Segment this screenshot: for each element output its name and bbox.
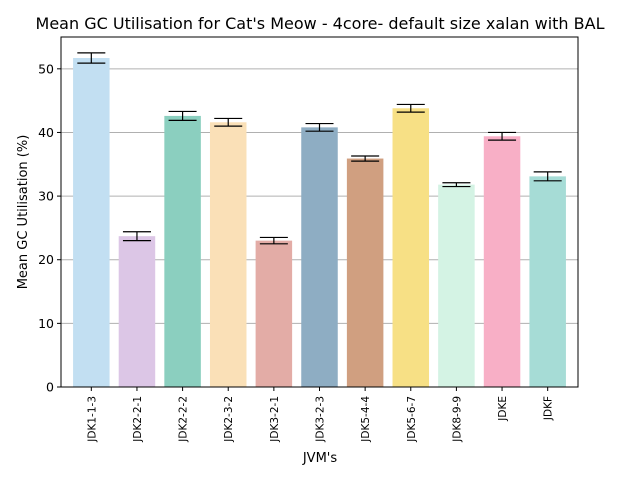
x-tick-label: JDKE [497, 396, 509, 422]
y-axis-ticks: 0 10 20 30 40 50 [38, 61, 61, 395]
x-axis-label: JVM's [302, 451, 338, 466]
bars [73, 58, 566, 387]
x-tick-label: JDK2-3-2 [223, 396, 235, 443]
bar [529, 176, 566, 387]
bar [438, 184, 475, 387]
x-tick-label: JDK5-4-4 [360, 396, 372, 443]
y-tick-label: 30 [38, 189, 54, 204]
x-tick-label: JDK2-2-2 [178, 396, 190, 443]
x-tick-label: JDK1-1-3 [86, 396, 98, 443]
y-tick-label: 20 [38, 252, 54, 267]
x-tick-label: JDK8-9-9 [451, 396, 463, 443]
bar [392, 108, 430, 387]
y-tick-label: 50 [38, 61, 54, 76]
y-tick-label: 0 [46, 380, 54, 395]
x-tick-label: JDK5-6-7 [406, 396, 418, 443]
x-axis-ticks: JDK1-1-3 JDK2-2-1 JDK2-2-2 JDK2-3-2 JDK3-2-1… [86, 387, 555, 443]
y-tick-label: 40 [38, 125, 54, 140]
y-axis-label: Mean GC Utilisation (%) [16, 135, 31, 290]
bar [255, 240, 293, 387]
x-tick-label: JDKF [543, 396, 555, 421]
x-tick-label: JDK3-2-3 [315, 396, 327, 443]
bar [164, 115, 201, 387]
bar [301, 127, 338, 387]
chart-title: Mean GC Utilisation for Cat's Meow - 4co… [36, 14, 605, 33]
x-tick-label: JDK3-2-1 [269, 396, 281, 443]
bar [346, 158, 384, 387]
bar [118, 236, 156, 387]
y-tick-label: 10 [38, 316, 54, 331]
x-tick-label: JDK2-2-1 [132, 396, 144, 443]
error-bars [77, 52, 562, 245]
bar [209, 122, 247, 387]
bar [73, 58, 110, 387]
bar [483, 136, 521, 387]
